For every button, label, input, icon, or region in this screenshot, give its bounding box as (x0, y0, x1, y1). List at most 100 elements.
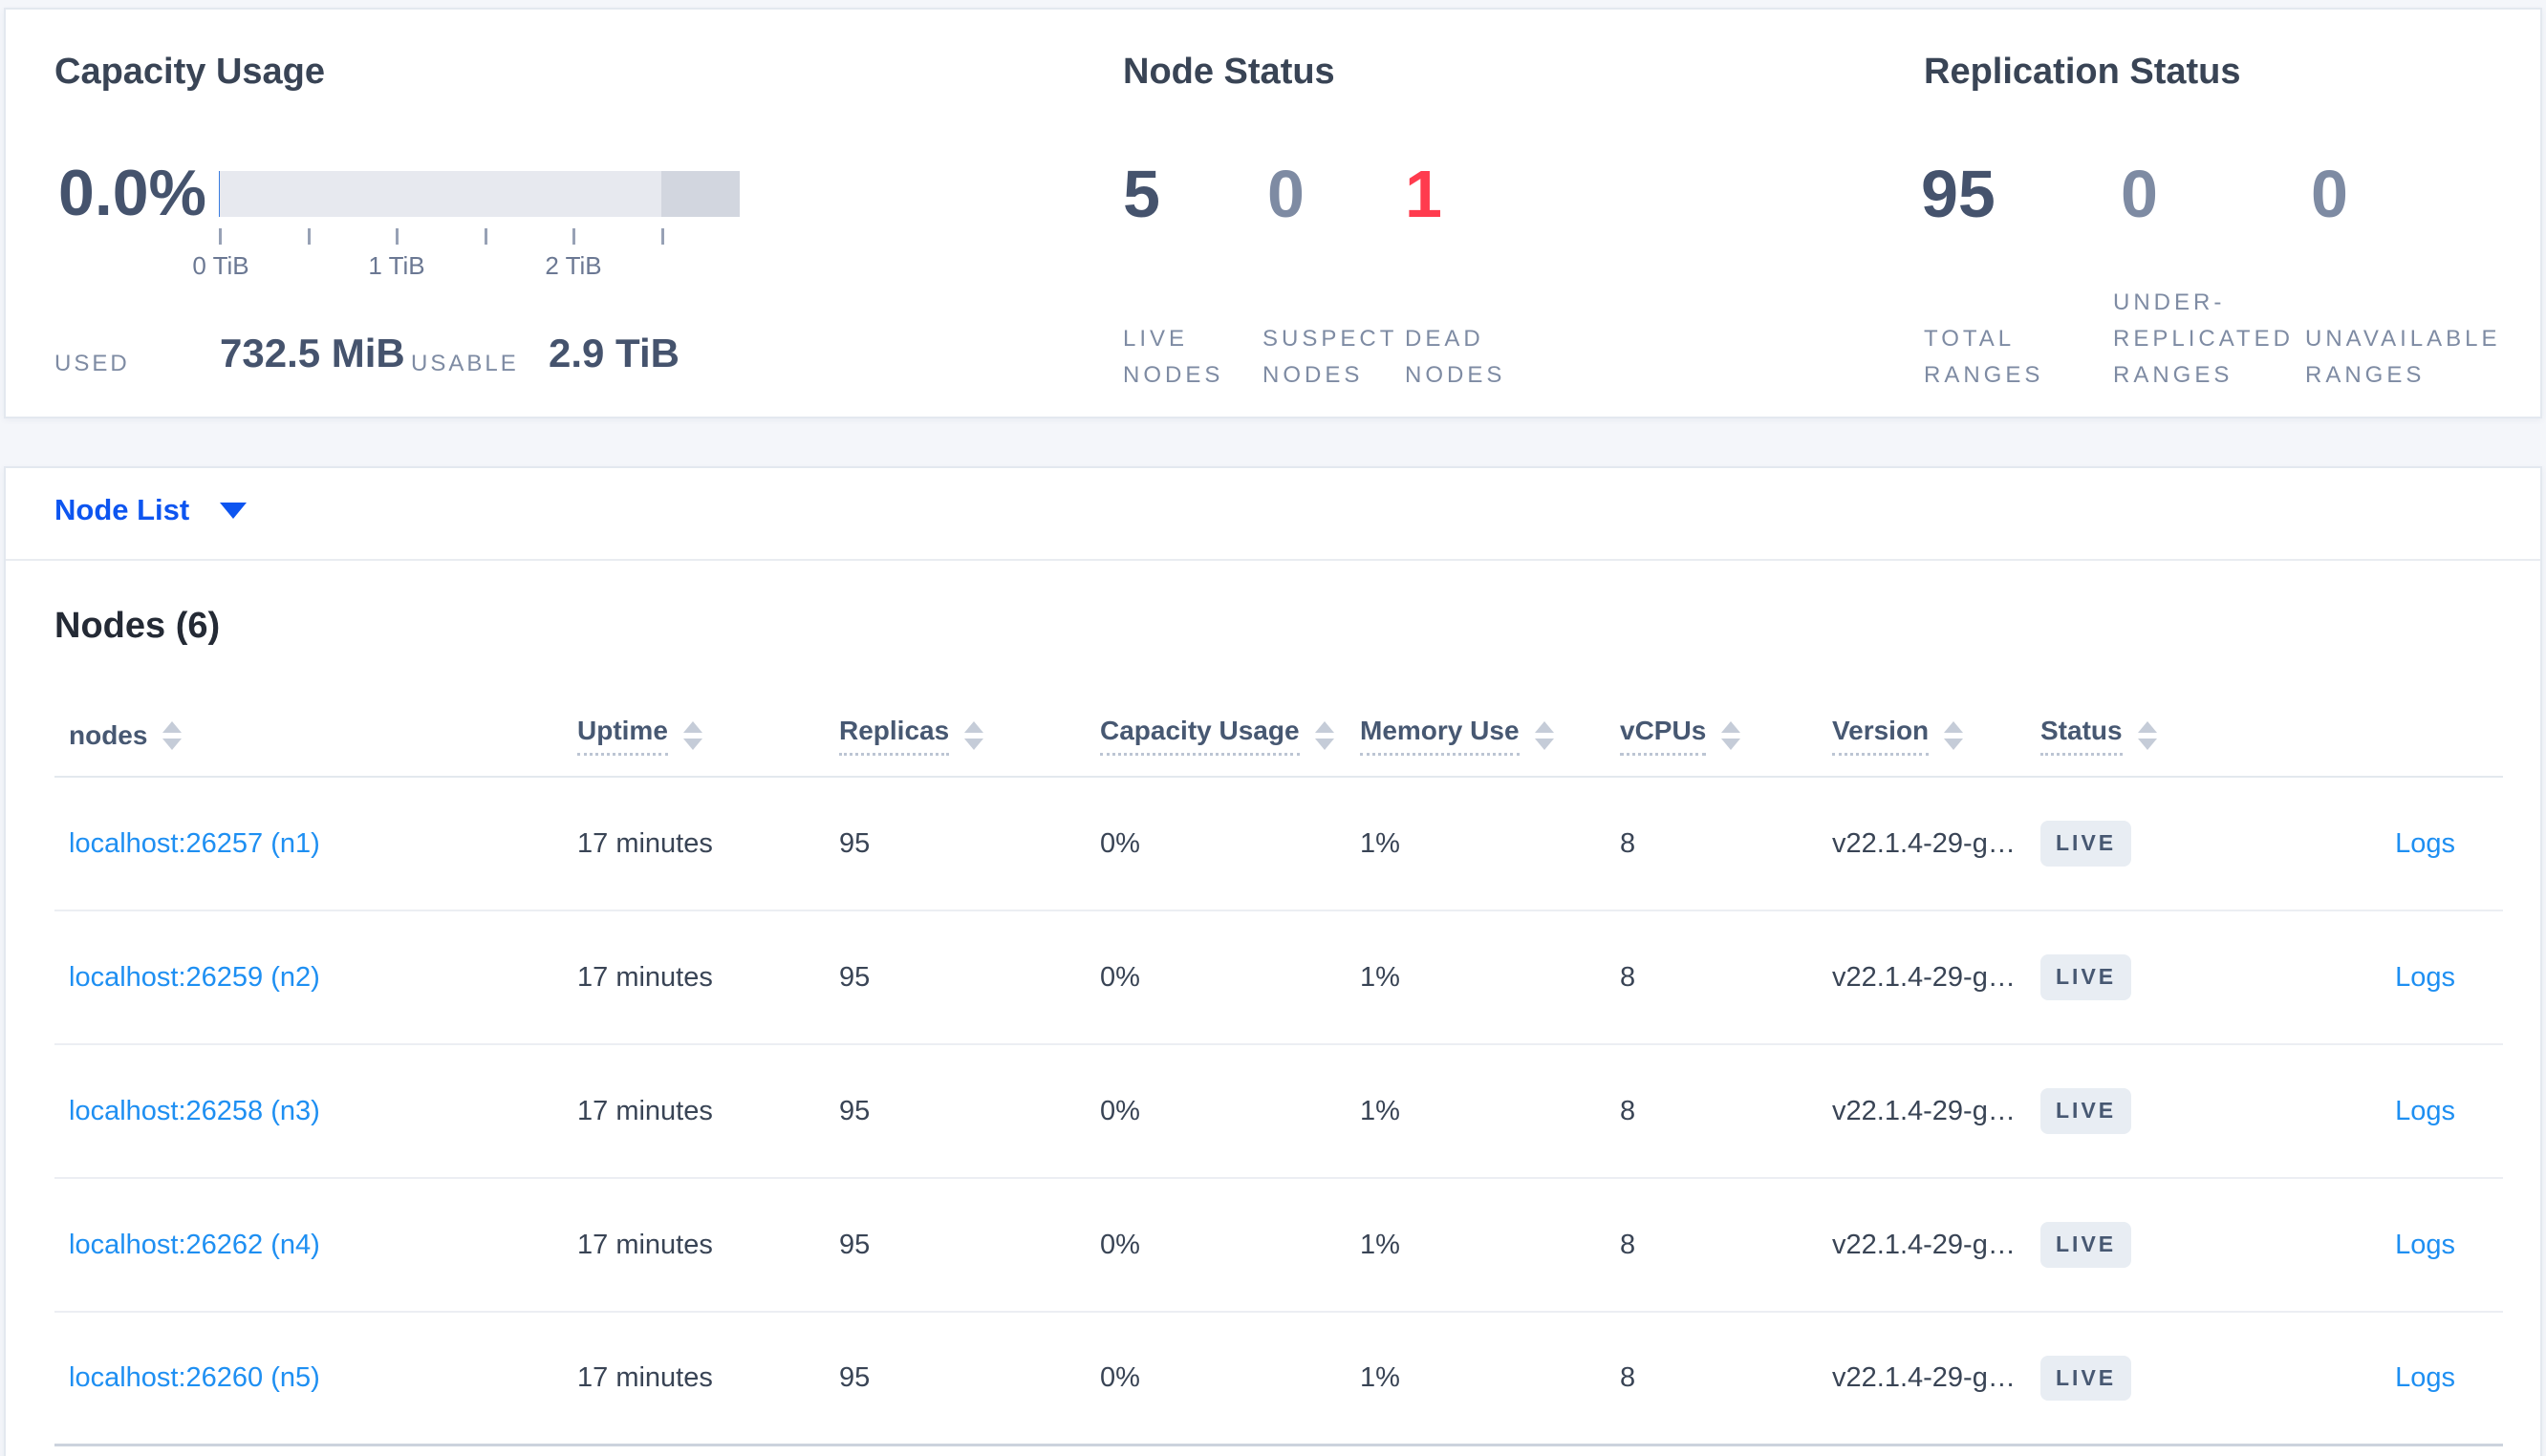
memory-cell: 1% (1360, 1362, 1400, 1393)
status-badge: LIVE (2040, 1088, 2132, 1134)
live-nodes-label: LIVE NODES (1123, 326, 1224, 388)
replicas-cell: 95 (839, 827, 871, 859)
logs-link[interactable]: Logs (2395, 827, 2455, 859)
sort-icon (964, 721, 984, 750)
uptime-cell: 17 minutes (577, 1095, 713, 1126)
axis-tick-label: 2 TiB (545, 251, 602, 280)
total-ranges-label: TOTAL RANGES (1924, 326, 2044, 388)
vcpus-cell: 8 (1620, 961, 1636, 993)
usable-label: USABLE (411, 351, 519, 376)
axis-tick (572, 228, 575, 245)
capacity-bar-other-segment (661, 171, 740, 217)
capacity-cell: 0% (1100, 1362, 1140, 1393)
capacity-cell: 0% (1100, 961, 1140, 993)
under-replicated-ranges-value: 0 (2121, 157, 2158, 231)
sort-icon (682, 721, 702, 750)
memory-cell: 1% (1360, 1095, 1400, 1126)
node-list-card: Node List Nodes (6) nodes Uptime Replica… (4, 466, 2542, 1456)
node-link[interactable]: localhost:26259 (n2) (69, 961, 320, 993)
axis-tick (219, 228, 222, 245)
column-header-capacity-usage[interactable]: Capacity Usage (1100, 716, 1360, 756)
column-header-replicas[interactable]: Replicas (839, 716, 1100, 756)
usable-value: 2.9 TiB (549, 331, 680, 375)
logs-link[interactable]: Logs (2395, 1229, 2455, 1260)
replication-status-title: Replication Status (1924, 52, 2241, 92)
unavailable-ranges-label: UNAVAILABLE RANGES (2305, 326, 2501, 388)
node-status-title: Node Status (1123, 52, 1335, 92)
memory-cell: 1% (1360, 827, 1400, 859)
memory-cell: 1% (1360, 1229, 1400, 1260)
capacity-bar (219, 171, 740, 217)
capacity-cell: 0% (1100, 1095, 1140, 1126)
sort-icon (1721, 721, 1741, 750)
vcpus-cell: 8 (1620, 1229, 1636, 1260)
version-cell: v22.1.4-29-g… (1832, 1229, 2016, 1260)
nodes-table: nodes Uptime Replicas Capacity Usage Mem… (54, 696, 2503, 1446)
table-header-row: nodes Uptime Replicas Capacity Usage Mem… (54, 696, 2503, 778)
axis-tick-label: 0 TiB (192, 251, 249, 280)
used-label: USED (54, 351, 130, 376)
table-row: localhost:26262 (n4) 17 minutes 95 0% 1%… (54, 1179, 2503, 1313)
logs-link[interactable]: Logs (2395, 1095, 2455, 1126)
table-row: localhost:26260 (n5) 17 minutes 95 0% 1%… (54, 1313, 2503, 1446)
axis-tick (485, 228, 487, 245)
suspect-nodes-value: 0 (1267, 157, 1305, 231)
uptime-cell: 17 minutes (577, 1362, 713, 1393)
capacity-percent: 0.0% (58, 157, 206, 229)
used-value: 732.5 MiB (220, 331, 405, 375)
replicas-cell: 95 (839, 1095, 871, 1126)
node-link[interactable]: localhost:26260 (n5) (69, 1362, 320, 1393)
capacity-usage-title: Capacity Usage (54, 52, 326, 92)
sort-icon (162, 721, 183, 750)
replicas-cell: 95 (839, 1362, 871, 1393)
logs-link[interactable]: Logs (2395, 1362, 2455, 1393)
capacity-bar-used-segment (219, 171, 220, 217)
column-header-uptime[interactable]: Uptime (577, 716, 839, 756)
version-cell: v22.1.4-29-g… (1832, 961, 2016, 993)
status-badge: LIVE (2040, 1355, 2132, 1402)
sort-icon (2137, 721, 2157, 750)
uptime-cell: 17 minutes (577, 827, 713, 859)
replicas-cell: 95 (839, 1229, 871, 1260)
table-row: localhost:26259 (n2) 17 minutes 95 0% 1%… (54, 911, 2503, 1045)
node-link[interactable]: localhost:26258 (n3) (69, 1095, 320, 1126)
column-header-vcpus[interactable]: vCPUs (1620, 716, 1832, 756)
capacity-cell: 0% (1100, 827, 1140, 859)
chevron-down-icon (220, 502, 248, 519)
total-ranges-value: 95 (1921, 157, 1996, 231)
capacity-bar-axis: 0 TiB 1 TiB 2 TiB (192, 225, 754, 291)
nodes-table-title: Nodes (6) (54, 606, 221, 646)
sort-icon (1314, 721, 1334, 750)
node-link[interactable]: localhost:26257 (n1) (69, 827, 320, 859)
column-header-nodes[interactable]: nodes (54, 720, 577, 751)
axis-tick-label: 1 TiB (368, 251, 425, 280)
column-header-memory-use[interactable]: Memory Use (1360, 716, 1620, 756)
axis-tick (396, 228, 399, 245)
table-row: localhost:26257 (n1) 17 minutes 95 0% 1%… (54, 778, 2503, 911)
status-badge: LIVE (2040, 954, 2132, 1000)
axis-tick (308, 228, 311, 245)
node-link[interactable]: localhost:26262 (n4) (69, 1229, 320, 1260)
version-cell: v22.1.4-29-g… (1832, 1362, 2016, 1393)
version-cell: v22.1.4-29-g… (1832, 827, 2016, 859)
column-header-status[interactable]: Status (2040, 716, 2283, 756)
suspect-nodes-label: SUSPECT NODES (1262, 326, 1397, 388)
column-header-version[interactable]: Version (1832, 716, 2040, 756)
under-replicated-ranges-label: UNDER-REPLICATED RANGES (2113, 289, 2294, 388)
vcpus-cell: 8 (1620, 1095, 1636, 1126)
section-divider (6, 559, 2540, 561)
sort-icon (1534, 721, 1554, 750)
vcpus-cell: 8 (1620, 1362, 1636, 1393)
uptime-cell: 17 minutes (577, 1229, 713, 1260)
replicas-cell: 95 (839, 961, 871, 993)
node-list-dropdown[interactable]: Node List (54, 493, 248, 527)
uptime-cell: 17 minutes (577, 961, 713, 993)
axis-tick (661, 228, 664, 245)
version-cell: v22.1.4-29-g… (1832, 1095, 2016, 1126)
memory-cell: 1% (1360, 961, 1400, 993)
status-badge: LIVE (2040, 1222, 2132, 1268)
live-nodes-value: 5 (1123, 157, 1160, 231)
unavailable-ranges-value: 0 (2311, 157, 2348, 231)
logs-link[interactable]: Logs (2395, 961, 2455, 993)
sort-icon (1944, 721, 1964, 750)
